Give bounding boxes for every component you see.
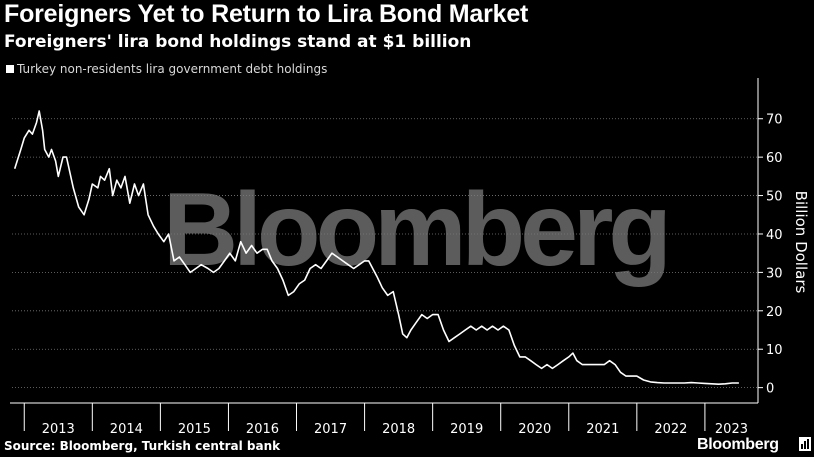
- x-tick-label: 2014: [110, 422, 143, 437]
- x-tick-label: 2021: [586, 422, 619, 437]
- chart-subtitle: Foreigners' lira bond holdings stand at …: [4, 32, 472, 52]
- series-line: [13, 110, 739, 385]
- x-tick-label: 2016: [246, 422, 279, 437]
- x-tick-label: 2023: [715, 422, 748, 437]
- x-tick-label: 2022: [654, 422, 687, 437]
- x-tick-label: 2019: [450, 422, 483, 437]
- bloomberg-logo: Bloomberg: [697, 436, 779, 453]
- legend-swatch: [6, 65, 14, 73]
- axes: 0 10 20 30 40 50 60 70 2013 2014 2015 2016 2017 2018 2…: [10, 78, 783, 437]
- bloomberg-watermark: Bloomberg: [163, 172, 667, 288]
- x-tick-label: 2020: [518, 422, 551, 437]
- y-tick-label: 0: [766, 382, 774, 397]
- y-tick-label: 50: [766, 190, 783, 205]
- source-note: Source: Bloomberg, Turkish central bank: [4, 439, 281, 453]
- y-tick-label: 60: [766, 151, 783, 166]
- y-tick-label: 40: [766, 228, 783, 243]
- legend: Turkey non-residents lira government deb…: [6, 62, 327, 76]
- y-tick-label: 30: [766, 266, 783, 281]
- y-tick-label: 10: [766, 343, 783, 358]
- x-tick-label: 2015: [178, 422, 211, 437]
- grid: [12, 118, 758, 389]
- x-tick-label: 2017: [314, 422, 347, 437]
- bar-chart-icon: [799, 437, 811, 451]
- x-tick-label: 2018: [382, 422, 415, 437]
- series-group: [13, 110, 739, 385]
- y-tick-label: 20: [766, 305, 783, 320]
- chart-title: Foreigners Yet to Return to Lira Bond Ma…: [4, 0, 529, 28]
- legend-label: Turkey non-residents lira government deb…: [17, 62, 328, 76]
- x-tick-label: 2013: [42, 422, 75, 437]
- y-axis-label: Billion Dollars: [792, 191, 810, 294]
- y-tick-label: 70: [766, 113, 783, 128]
